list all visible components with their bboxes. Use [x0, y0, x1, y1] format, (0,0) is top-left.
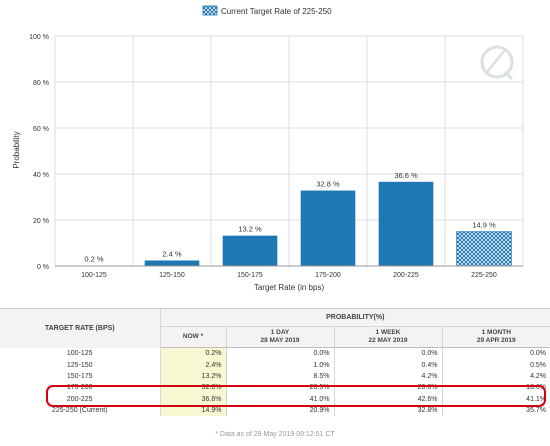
table-row: 150-175 13.2% 8.5% 4.2% 4.2%	[0, 370, 550, 383]
value-cell: 28.5%	[226, 382, 335, 394]
y-axis-ticks: 0 % 20 % 40 % 60 % 80 % 100 %	[29, 34, 49, 271]
value-cell: 41.0%	[226, 393, 335, 405]
data-label: 32.8 %	[316, 180, 340, 189]
y-tick-label: 60 %	[33, 126, 49, 133]
data-label: 36.6 %	[394, 171, 418, 180]
grid-lines	[54, 35, 524, 267]
value-cell: 32.8%	[160, 382, 227, 394]
value-cell: 0.2%	[160, 347, 227, 360]
value-cell: 4.2%	[334, 370, 443, 383]
x-tick-label: 125-150	[159, 272, 185, 279]
target-rate-header: TARGET RATE (BPS)	[0, 309, 161, 348]
rate-cell: 150-175	[0, 370, 161, 383]
value-cell: 20.9%	[226, 404, 335, 417]
rate-cell: 100-125	[0, 347, 161, 360]
table-row: 225-250 (Current) 14.9% 20.9% 32.8% 35.7…	[0, 404, 550, 417]
value-cell: 18.6%	[526, 384, 547, 392]
table-row: 125-150 2.4% 1.0% 0.4% 0.5%	[0, 359, 550, 371]
bar-225-250	[456, 231, 512, 267]
rate-cell: 125-150	[0, 359, 161, 371]
value-cell: 13.2%	[160, 370, 227, 383]
value-cell: 36.6%	[160, 393, 227, 405]
value-cell: 1.0%	[226, 359, 335, 371]
x-tick-label: 150-175	[237, 272, 263, 279]
legend-swatch	[202, 5, 218, 16]
bar-175-200	[300, 190, 356, 266]
x-tick-label: 100-125	[81, 272, 107, 279]
column-header-1-day: 1 DAY 28 MAY 2019	[226, 326, 335, 348]
x-axis-ticks: 100-125 125-150 150-175 175-200 200-225 225-2…	[81, 272, 497, 279]
y-tick-label: 0 %	[37, 264, 49, 271]
value-cell: 4.2%	[530, 372, 547, 380]
value-cell: 32.8%	[334, 404, 443, 417]
rate-cell: 225-250 (Current)	[0, 404, 161, 417]
value-cell: 35.7%	[526, 407, 547, 415]
y-tick-label: 80 %	[33, 80, 49, 87]
x-tick-label: 200-225	[393, 272, 419, 279]
data-label: 14.9 %	[472, 221, 496, 230]
data-label: 0.2 %	[84, 255, 104, 264]
rate-cell: 175-200	[0, 382, 161, 394]
value-cell: 0.5%	[530, 361, 547, 369]
bar-200-225	[378, 181, 434, 266]
data-label: 2.4 %	[162, 249, 182, 258]
y-tick-label: 100 %	[29, 34, 49, 41]
value-cell: 20.0%	[334, 382, 443, 394]
bar-chart: Current Target Rate of 225-250 0 % 20 % 40…	[12, 5, 524, 292]
data-labels: 0.2 % 2.4 % 13.2 % 32.8 % 36.6 % 14.9 %	[84, 171, 496, 264]
bars	[66, 181, 512, 267]
column-header-1-week: 1 WEEK 22 MAY 2019	[334, 326, 443, 348]
value-cell: 0.0%	[530, 350, 547, 358]
x-axis-label: Target Rate (in bps)	[254, 283, 325, 292]
value-cell: 42.6%	[334, 393, 443, 405]
x-tick-label: 175-200	[315, 272, 341, 279]
legend: Current Target Rate of 225-250	[202, 5, 332, 16]
probability-header: PROBABILITY(%)	[160, 309, 550, 327]
rate-cell: 200-225	[0, 393, 161, 405]
y-tick-label: 40 %	[33, 172, 49, 179]
watermark-logo	[480, 45, 514, 81]
value-cell: 0.4%	[334, 359, 443, 371]
value-cell: 0.0%	[334, 347, 443, 360]
table-row: 175-200 32.8% 28.5% 20.0% 18.6%	[0, 382, 550, 394]
value-cell: 2.4%	[160, 359, 227, 371]
column-header-1-month: 1 MONTH 29 APR 2019	[442, 326, 550, 348]
table-row: 100-125 0.2% 0.0% 0.0% 0.0%	[0, 347, 550, 360]
value-cell: 41.1%	[526, 395, 547, 403]
bar-150-175	[222, 235, 278, 266]
x-tick-label: 225-250	[471, 272, 497, 279]
column-header-now: NOW *	[160, 326, 227, 348]
value-cell: 0.0%	[226, 347, 335, 360]
legend-label: Current Target Rate of 225-250	[221, 7, 332, 16]
data-label: 13.2 %	[238, 225, 262, 234]
y-tick-label: 20 %	[33, 218, 49, 225]
y-axis-label: Probability	[12, 131, 21, 168]
value-cell: 14.9%	[160, 404, 227, 417]
bar-125-150	[144, 260, 200, 266]
data-timestamp-note: * Data as of 29 May 2019 09:12:51 CT	[215, 431, 335, 438]
table-row: 200-225 36.6% 41.0% 42.6% 41.1%	[0, 393, 550, 405]
value-cell: 8.5%	[226, 370, 335, 383]
probability-table: TARGET RATE (BPS) PROBABILITY(%) NOW * 1…	[0, 309, 550, 417]
probability-table-panel: TARGET RATE (BPS) PROBABILITY(%) NOW * 1…	[0, 308, 550, 446]
